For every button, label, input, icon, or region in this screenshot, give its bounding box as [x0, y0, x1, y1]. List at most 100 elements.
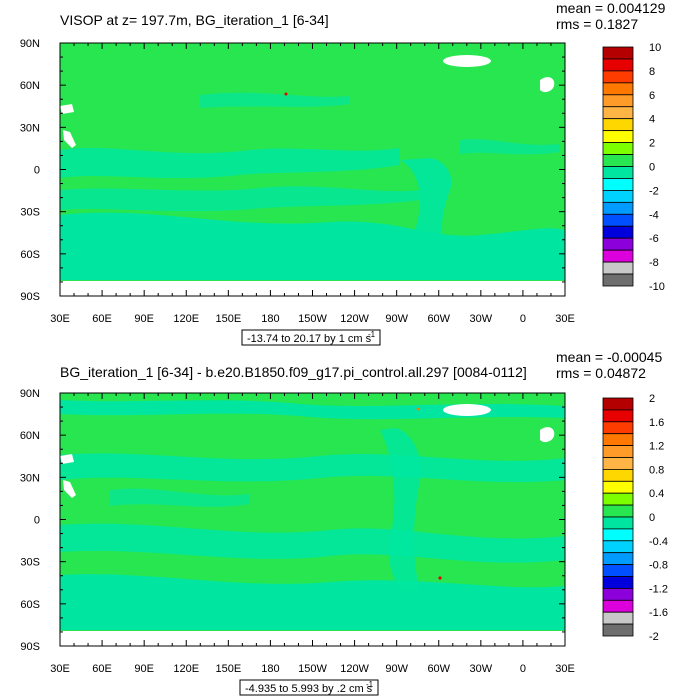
- x-tick-label: 180: [261, 313, 279, 325]
- x-tick-label: 0: [520, 663, 526, 675]
- colorbar-swatch: [602, 492, 634, 506]
- x-tick-label: 60W: [427, 663, 450, 675]
- x-tick-label: 120W: [340, 313, 369, 325]
- y-tick-label: 90N: [20, 388, 40, 400]
- y-tick-label: 60N: [20, 80, 40, 92]
- colorbar-swatch: [602, 213, 634, 227]
- x-tick-label: 30E: [555, 313, 575, 325]
- colorbar-label: 10: [649, 42, 661, 54]
- colorbar-label: 0: [649, 162, 655, 174]
- land-africa-edge: [60, 104, 74, 114]
- colorbar-swatch: [602, 480, 634, 494]
- colorbar-swatch: [602, 540, 634, 554]
- colorbar-swatch: [602, 623, 634, 637]
- colorbar-label: -2: [649, 631, 659, 643]
- colorbar-label: -0.4: [649, 536, 668, 548]
- colorbar-swatch: [602, 445, 634, 458]
- colorbar-swatch: [602, 130, 634, 143]
- rms-stat: rms = 0.1827: [556, 16, 638, 32]
- colorbar-swatch: [602, 552, 634, 566]
- colorbar-label: -1.6: [649, 607, 668, 619]
- colorbar-swatch: [602, 118, 634, 132]
- colorbar-label: -6: [649, 233, 659, 245]
- colorbar-swatch: [602, 142, 634, 155]
- x-tick-label: 90E: [134, 313, 154, 325]
- colorbar-swatch: [602, 261, 634, 275]
- colorbar-label: -10: [649, 281, 665, 293]
- colorbar-swatch: [602, 409, 634, 423]
- colorbar-swatch: [602, 82, 634, 96]
- colorbar-swatch: [602, 468, 634, 482]
- land-greenland: [443, 55, 491, 67]
- x-tick-label: 150E: [215, 313, 241, 325]
- x-tick-label: 90W: [385, 663, 408, 675]
- y-tick-label: 30S: [20, 557, 40, 569]
- colorbar-label: 1.2: [649, 441, 664, 453]
- colorbar-swatch: [602, 249, 634, 263]
- x-tick-label: 90W: [385, 313, 408, 325]
- colorbar-swatch: [602, 528, 634, 542]
- colorbar-swatch: [602, 189, 634, 203]
- axes: 30E 60E 90E 120E 150E 180 150W 120W 90W 60W 30W 0 30…: [20, 38, 575, 325]
- colorbar-swatch: [602, 588, 634, 601]
- colorbar-swatch: [602, 58, 634, 72]
- secondary-field: [60, 400, 565, 630]
- y-tick-label: 30N: [20, 122, 40, 134]
- y-tick-label: 0: [34, 165, 40, 177]
- colorbar-swatch: [602, 397, 634, 411]
- y-tick-label: 90N: [20, 38, 40, 50]
- value-spot: [438, 576, 442, 580]
- colorbar-swatch: [602, 178, 634, 191]
- colorbar-swatch: [602, 94, 634, 108]
- panel-top: VISOP at z= 197.7m, BG_iteration_1 [6-34…: [20, 0, 666, 346]
- colorbar-label: -0.8: [649, 560, 668, 572]
- colorbar-label: 4: [649, 114, 655, 126]
- y-tick-label: 0: [34, 515, 40, 527]
- y-tick-label: 30N: [20, 472, 40, 484]
- x-tick-label: 30E: [555, 663, 575, 675]
- y-tick-label: 60N: [20, 430, 40, 442]
- colorbar-swatch: [602, 166, 634, 179]
- colorbar-label: -2: [649, 185, 659, 197]
- panel-title: BG_iteration_1 [6-34] - b.e20.B1850.f09_…: [60, 364, 527, 380]
- rms-stat: rms = 0.04872: [556, 365, 646, 381]
- y-tick-label: 60S: [20, 599, 40, 611]
- colorbar-swatch: [602, 564, 634, 577]
- colorbar-swatch: [602, 225, 634, 239]
- colorbar-label: 2: [649, 138, 655, 150]
- x-tick-label: 60E: [92, 663, 112, 675]
- x-tick-label: 150W: [298, 313, 327, 325]
- colorbar-swatch: [602, 70, 634, 84]
- range-box: -13.74 to 20.17 by 1 cm s -1: [241, 329, 381, 346]
- x-tick-label: 0: [520, 313, 526, 325]
- x-tick-label: 30W: [470, 663, 493, 675]
- secondary-field: [60, 92, 565, 280]
- colorbar-label: -1.2: [649, 583, 668, 595]
- panel-bottom: BG_iteration_1 [6-34] - b.e20.B1850.f09_…: [20, 349, 668, 696]
- x-tick-label: 30W: [470, 313, 493, 325]
- colorbar-label: 0.8: [649, 464, 664, 476]
- x-tick-label: 30E: [50, 313, 70, 325]
- map-plot: [60, 43, 565, 296]
- colorbar-swatch: [602, 106, 634, 120]
- colorbar-swatch: [602, 421, 634, 435]
- x-tick-label: 60E: [92, 313, 112, 325]
- colorbar: 2 1.6 1.2 0.8 0.4 0 -0.4 -0.8 -1.2 -1.6 -2: [602, 393, 668, 643]
- land-africa-edge: [60, 454, 74, 464]
- colorbar-swatch: [602, 154, 634, 167]
- colorbar-label: 8: [649, 66, 655, 78]
- x-tick-label: 90E: [134, 663, 154, 675]
- range-unit-exponent: -1: [366, 680, 374, 689]
- y-tick-label: 30S: [20, 207, 40, 219]
- y-tick-label: 90S: [20, 291, 40, 303]
- x-tick-label: 120W: [340, 663, 369, 675]
- colorbar-swatch: [602, 599, 634, 613]
- colorbar-label: -4: [649, 209, 659, 221]
- colorbar-label: 6: [649, 90, 655, 102]
- value-spot: [416, 407, 420, 411]
- panel-title: VISOP at z= 197.7m, BG_iteration_1 [6-34…: [60, 12, 329, 28]
- mean-stat: mean = 0.004129: [556, 0, 666, 16]
- colorbar-label: 1.6: [649, 417, 664, 429]
- land-europe: [540, 427, 555, 443]
